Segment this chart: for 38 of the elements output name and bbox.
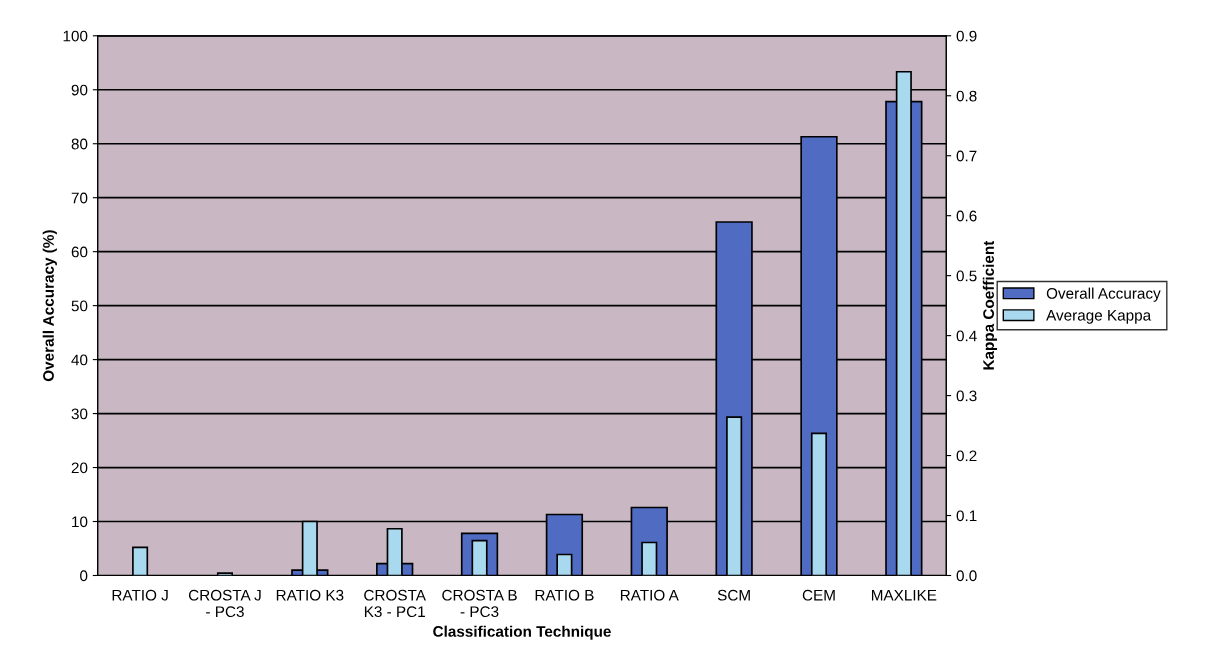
bar (216, 572, 234, 576)
y2-tick-label: 0.8 (956, 90, 977, 102)
y-axis-title: Overall Accuracy (%) (42, 230, 57, 382)
y2-tick-label: 0.0 (956, 570, 977, 582)
y-tick-label: 30 (71, 408, 88, 420)
x-tick-label: MAXLIKE (871, 589, 937, 601)
y-tick-label: 100 (63, 30, 88, 42)
legend-label: Average Kappa (1046, 310, 1152, 324)
y-tick-label: 10 (72, 516, 88, 528)
x-tick-label: RATIO K3 (276, 589, 344, 601)
x-tick-label: CEM (802, 589, 835, 601)
y2-tick-label: 0.6 (956, 210, 977, 222)
y-tick-label: 70 (71, 192, 88, 204)
y2-tick-label: 0.2 (956, 450, 977, 462)
y-tick-label: 50 (71, 300, 88, 312)
y2-tick-label: 0.9 (956, 30, 977, 42)
y2-tick-label: 0.1 (956, 510, 977, 522)
x-axis-title: Classification Technique (433, 625, 611, 640)
bar (132, 546, 149, 576)
y2-tick-label: 0.5 (956, 270, 977, 282)
x-tick-label: RATIO A (620, 589, 679, 601)
x-tick-label: CROSTA B - PC3 (442, 589, 517, 618)
y-tick-label: 0 (80, 570, 88, 582)
x-tick-label: RATIO B (535, 589, 594, 601)
x-tick-label: CROSTA K3 - PC1 (364, 589, 426, 618)
y-tick-label: 60 (71, 246, 88, 258)
x-tick-label: RATIO J (112, 589, 168, 601)
y-tick-label: 40 (71, 354, 88, 366)
legend-label: Overall Accuracy (1046, 287, 1161, 302)
x-tick-label: CROSTA J - PC3 (188, 589, 261, 618)
y2-axis-title: Kappa Coefficient (982, 240, 998, 370)
y-tick-label: 20 (71, 462, 88, 474)
x-tick-label: SCM (717, 589, 750, 601)
y2-tick-label: 0.3 (956, 390, 977, 402)
y-tick-label: 80 (71, 138, 88, 150)
y2-tick-label: 0.4 (956, 330, 977, 342)
y2-tick-label: 0.7 (956, 150, 977, 162)
y-tick-label: 90 (71, 84, 88, 96)
